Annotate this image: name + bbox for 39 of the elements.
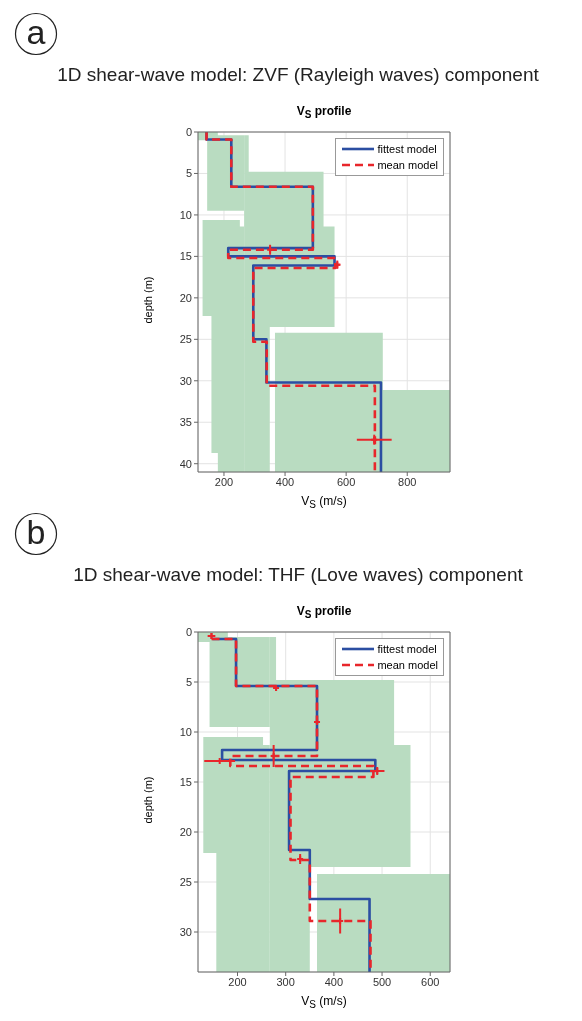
x-tick-label: 200 [228, 975, 247, 988]
x-tick-label: 600 [336, 475, 356, 488]
legend-label: mean model [377, 659, 438, 671]
chart-subtitle: V$_{S}$ profile [295, 604, 353, 621]
y-tick-label: 0 [185, 625, 192, 638]
y-tick-label: 5 [185, 675, 192, 688]
y-tick-label: 20 [179, 825, 192, 838]
legend-label: mean model [377, 159, 438, 171]
chart-subtitle: V$_{S}$ profile [295, 104, 353, 121]
text: a [25, 12, 47, 52]
y-tick-label: 30 [179, 925, 192, 938]
x-tick-label: 300 [276, 975, 295, 988]
chart-title: 1D shear-wave model: ZVF (Rayleigh waves) component [56, 64, 540, 86]
x-tick-label: 400 [275, 475, 295, 488]
chart-title: 1D shear-wave model: THF (Love waves) component [72, 564, 524, 586]
legend-label: fittest model [377, 143, 437, 155]
y-tick-label: 20 [179, 291, 192, 304]
y-tick-label: 40 [179, 457, 192, 470]
x-tick-label: 800 [398, 475, 417, 488]
y-tick-label: 25 [179, 875, 192, 888]
y-tick-label: 15 [179, 775, 192, 788]
x-tick-label: 600 [421, 975, 440, 988]
x-axis-title: V$_{S}$ (m/s) [300, 994, 348, 1011]
y-tick-label: 35 [179, 416, 192, 429]
x-tick-label: 500 [372, 975, 392, 988]
legend-label: fittest model [377, 643, 437, 655]
y-axis-title: depth (m) [142, 775, 154, 826]
y-tick-label: 15 [179, 250, 192, 263]
x-tick-label: 200 [214, 475, 234, 488]
y-tick-label: 0 [185, 125, 192, 138]
y-axis-title: depth (m) [142, 275, 154, 326]
x-tick-label: 400 [324, 975, 344, 988]
text: b [25, 512, 47, 552]
y-tick-label: 25 [179, 333, 192, 346]
y-tick-label: 5 [185, 167, 192, 180]
x-axis-title: V$_{S}$ (m/s) [300, 494, 348, 511]
y-tick-label: 10 [179, 725, 192, 738]
y-tick-label: 10 [179, 208, 192, 221]
y-tick-label: 30 [179, 374, 192, 387]
